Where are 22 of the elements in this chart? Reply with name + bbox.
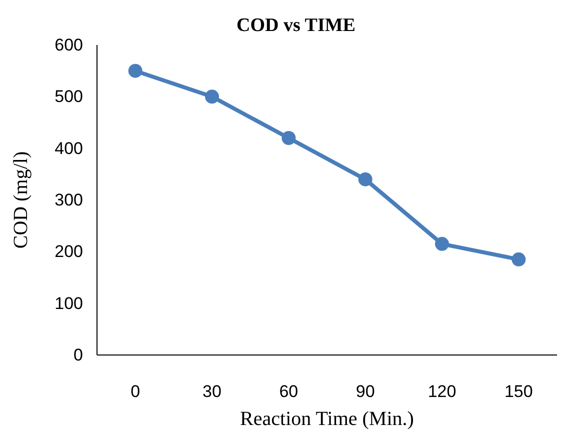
point [435,236,449,251]
y-tick-label: 300 [54,190,83,210]
point [205,90,219,104]
y-axis-title: COD (mg/l) [10,151,32,249]
y-tick-label: 600 [54,36,83,54]
point [358,172,372,186]
y-tick-label: 500 [54,87,83,106]
x-tick-label: 120 [428,382,456,401]
point [512,252,526,266]
x-tick-label: 90 [356,382,375,401]
y-tick-label: 400 [54,138,83,158]
chart-title: COD vs TIME [236,15,356,36]
y-tick-label: 0 [74,346,83,364]
y-tick-label: 200 [54,242,83,262]
x-tick-label: 30 [202,382,222,401]
x-tick-label: 150 [504,382,533,401]
x-tick-label: 0 [130,382,140,401]
point [128,64,142,78]
x-tick-label: 60 [279,382,298,401]
point [282,131,296,145]
y-tick-label: 100 [54,294,83,313]
x-axis-title: Reaction Time (Min.) [240,408,414,430]
